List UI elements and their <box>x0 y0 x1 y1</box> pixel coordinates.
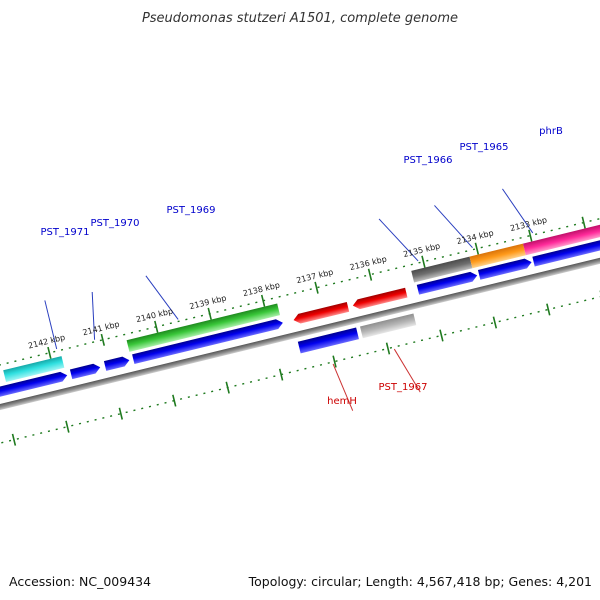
cds-arrow-forward-1 <box>0 371 68 399</box>
cds-arrow-forward-6 <box>477 258 532 280</box>
gene-label-pst-1971: PST_1971 <box>41 227 90 238</box>
gene-label-phrb: phrB <box>539 126 563 137</box>
map-title: Pseudomonas stutzeri A1501, complete gen… <box>142 11 458 26</box>
forward-major-tick <box>260 294 266 307</box>
cds-arrow-forward-2 <box>69 363 101 380</box>
forward-major-tick <box>474 242 480 255</box>
cds-arrow-forward-5 <box>416 271 478 295</box>
reverse-major-tick <box>172 394 177 407</box>
feature-block-green <box>126 303 281 352</box>
forward-major-tick <box>421 255 426 268</box>
forward-major-tick <box>154 320 159 333</box>
reverse-major-tick <box>492 316 498 329</box>
forward-major-tick <box>367 268 373 281</box>
forward-major-tick <box>528 229 533 242</box>
accession-text: Accession: NC_009434 <box>9 574 152 589</box>
gene-label-pst-1967: PST_1967 <box>379 382 428 393</box>
leader-phrb <box>502 188 534 234</box>
forward-major-tick <box>314 281 319 294</box>
forward-major-tick <box>581 216 586 229</box>
genome-summary-text: Topology: circular; Length: 4,567,418 bp… <box>248 574 592 589</box>
feature-block-orange <box>469 243 526 269</box>
tick-marks <box>11 216 600 446</box>
genome-backbone <box>0 229 600 435</box>
cds-arrow-forward-3 <box>103 356 130 371</box>
gene-label-pst-1965: PST_1965 <box>460 142 509 153</box>
gene-label-pst-1970: PST_1970 <box>91 218 140 229</box>
reverse-major-tick <box>225 381 230 394</box>
forward-major-tick <box>100 333 106 346</box>
leader-pst-1967 <box>393 348 421 393</box>
feature-block-gray <box>411 256 473 283</box>
gene-label-pst-1969: PST_1969 <box>167 205 216 216</box>
gene-label-hemh: hemH <box>327 396 357 407</box>
leader-hemh <box>332 363 354 411</box>
reverse-major-tick <box>546 303 551 316</box>
leader-pst-1966 <box>378 218 419 262</box>
reverse-major-tick <box>278 368 284 381</box>
feature-block-pink <box>522 215 600 256</box>
cds-arrow-forward-7 <box>532 227 600 267</box>
feature-block-cyan <box>3 356 65 382</box>
leader-pst-1971 <box>44 300 58 350</box>
feature-block-blue-reverse <box>297 327 359 354</box>
reverse-major-tick <box>118 407 124 420</box>
tick-label: 2142 kbp <box>27 333 66 351</box>
reverse-major-tick <box>439 329 444 342</box>
cds-arrow-reverse-pst1967 <box>352 287 408 310</box>
leader-pst-1969 <box>145 275 179 320</box>
reverse-major-tick <box>65 420 70 433</box>
reverse-major-tick <box>332 355 337 368</box>
cds-arrow-reverse-hemh <box>293 301 350 324</box>
leader-pst-1965 <box>434 205 473 248</box>
cds-arrow-forward-4 <box>132 319 283 365</box>
forward-major-tick <box>207 307 212 320</box>
reverse-major-tick <box>385 342 391 355</box>
feature-block-silver-reverse <box>359 313 417 339</box>
leader-pst-1970 <box>91 291 96 340</box>
reverse-major-tick <box>11 433 17 446</box>
forward-major-tick <box>47 346 52 359</box>
gene-label-pst-1966: PST_1966 <box>404 155 453 166</box>
